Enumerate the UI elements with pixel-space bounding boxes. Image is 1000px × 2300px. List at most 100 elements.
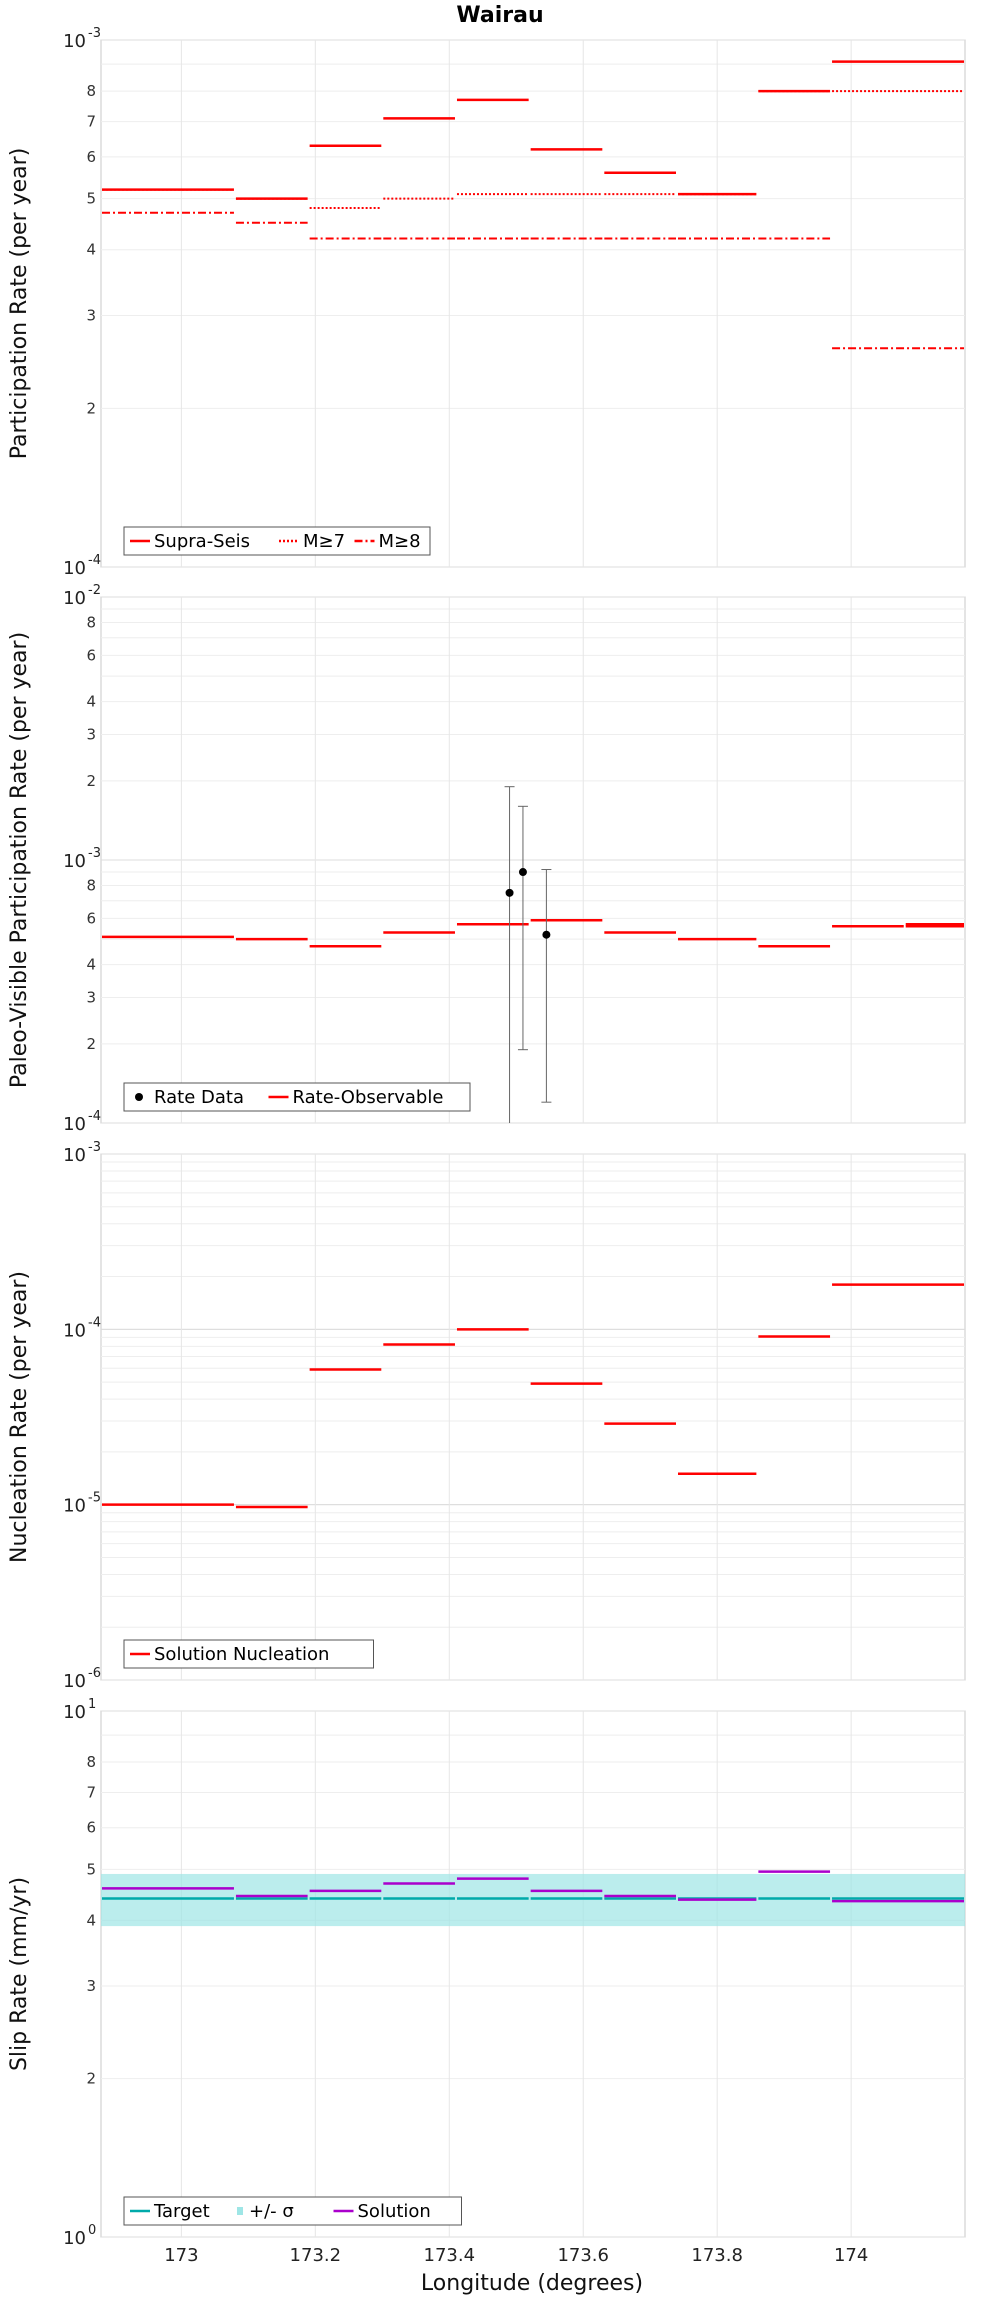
series-m-7 xyxy=(102,90,964,209)
legend-box xyxy=(123,1639,374,1669)
y-minor-tick-label: 3 xyxy=(86,726,96,744)
y-tick-label: 10 xyxy=(63,31,86,52)
y-tick-label: 10 xyxy=(63,1114,86,1135)
x-tick-label: 173 xyxy=(164,2245,198,2266)
y-minor-tick-label: 4 xyxy=(86,1911,96,1929)
y-tick-exponent: 0 xyxy=(88,2223,96,2238)
legend: Supra-Seis M≥7 M≥8 xyxy=(123,526,431,556)
y-tick-exponent: -6 xyxy=(88,1666,101,1681)
y-minor-tick-label: 8 xyxy=(86,82,96,100)
y-minor-tick-label: 8 xyxy=(86,613,96,631)
data-point xyxy=(505,888,514,897)
series-solution-nucleation xyxy=(102,1283,964,1509)
y-tick-label: 10 xyxy=(63,1702,86,1723)
legend-label: Solution Nucleation xyxy=(154,1644,329,1665)
y-tick-label: 10 xyxy=(63,1320,86,1341)
legend-label: M≥7 xyxy=(303,531,345,552)
legend-marker xyxy=(237,2207,243,2215)
legend-label: Supra-Seis xyxy=(154,531,250,552)
y-tick-label: 10 xyxy=(63,558,86,579)
legend-box xyxy=(123,526,431,556)
y-minor-tick-label: 6 xyxy=(86,909,96,927)
grid xyxy=(101,39,965,568)
y-tick-exponent: -3 xyxy=(88,26,101,41)
y-tick-exponent: -3 xyxy=(88,846,101,861)
y-tick-exponent: -4 xyxy=(88,1109,101,1124)
chart-title: Wairau xyxy=(456,3,543,28)
legend-label: M≥8 xyxy=(379,531,421,552)
y-axis-label: Nucleation Rate (per year) xyxy=(7,1271,32,1563)
y-minor-tick-label: 3 xyxy=(86,989,96,1007)
y-minor-tick-label: 6 xyxy=(86,1819,96,1837)
y-tick-exponent: -5 xyxy=(88,1491,101,1506)
sigma-band xyxy=(101,1873,965,1927)
y-minor-tick-label: 5 xyxy=(86,1860,96,1878)
data-point xyxy=(542,930,551,939)
y-minor-tick-label: 3 xyxy=(86,307,96,325)
x-axis-label: Longitude (degrees) xyxy=(421,2271,643,2296)
y-tick-label: 10 xyxy=(63,1671,86,1692)
y-axis-label: Paleo-Visible Participation Rate (per ye… xyxy=(7,632,32,1088)
y-tick-exponent: 1 xyxy=(88,1697,96,1712)
y-minor-tick-label: 3 xyxy=(86,1977,96,1995)
panel-2: Paleo-Visible Participation Rate (per ye… xyxy=(7,583,966,1135)
y-tick-exponent: -4 xyxy=(88,1315,101,1330)
panels: Participation Rate (per year)10 -310 -4876… xyxy=(7,26,966,2266)
y-minor-tick-label: 7 xyxy=(86,1783,96,1801)
plot-area xyxy=(100,39,966,568)
legend: Target +/- σ Solution xyxy=(123,2196,462,2226)
legend-box xyxy=(123,2196,462,2226)
series-m-8 xyxy=(102,211,964,350)
y-minor-tick-label: 6 xyxy=(86,148,96,166)
y-tick-label: 10 xyxy=(63,588,86,609)
y-minor-tick-label: 4 xyxy=(86,956,96,974)
y-tick-label: 10 xyxy=(63,1496,86,1517)
y-tick-label: 10 xyxy=(63,851,86,872)
legend-label: Rate Data xyxy=(154,1087,244,1108)
y-minor-tick-label: 2 xyxy=(86,1035,96,1053)
y-minor-tick-label: 2 xyxy=(86,772,96,790)
y-tick-label: 10 xyxy=(63,1145,86,1166)
plot-area xyxy=(100,1710,966,2238)
grid xyxy=(101,1153,965,1681)
panel-3: Nucleation Rate (per year)10 -310 -610 -410… xyxy=(7,1140,966,1692)
y-minor-tick-label: 4 xyxy=(86,241,96,259)
legend-label: Target xyxy=(153,2201,210,2222)
grid xyxy=(101,596,965,1124)
y-minor-tick-label: 6 xyxy=(86,646,96,664)
y-tick-exponent: -3 xyxy=(88,1140,101,1155)
plot-area xyxy=(100,1153,966,1681)
y-minor-tick-label: 8 xyxy=(86,1753,96,1771)
x-tick-label: 173.4 xyxy=(424,2245,476,2266)
y-minor-tick-label: 2 xyxy=(86,2070,96,2088)
x-tick-label: 173.2 xyxy=(290,2245,342,2266)
legend-label: Rate-Observable xyxy=(293,1087,444,1108)
y-axis-label: Participation Rate (per year) xyxy=(7,148,32,460)
legend-marker xyxy=(135,1093,143,1101)
y-minor-tick-label: 7 xyxy=(86,113,96,131)
x-tick-label: 174 xyxy=(834,2245,868,2266)
panel-1: Participation Rate (per year)10 -310 -4876… xyxy=(7,26,966,579)
y-tick-exponent: -2 xyxy=(88,583,101,598)
legend-label: +/- σ xyxy=(249,2201,294,2222)
series-solution xyxy=(102,1870,964,1903)
y-tick-label: 10 xyxy=(63,2228,86,2249)
legend-box xyxy=(123,1082,471,1112)
y-minor-tick-label: 2 xyxy=(86,399,96,417)
y-minor-tick-label: 4 xyxy=(86,693,96,711)
legend-label: Solution xyxy=(358,2201,431,2222)
y-axis-label: Slip Rate (mm/yr) xyxy=(7,1877,32,2071)
series-rate-observable xyxy=(102,919,964,948)
y-minor-tick-label: 5 xyxy=(86,190,96,208)
legend: Solution Nucleation xyxy=(123,1639,374,1669)
x-tick-label: 173.6 xyxy=(557,2245,609,2266)
grid xyxy=(101,1710,965,2238)
x-tick-label: 173.8 xyxy=(691,2245,743,2266)
legend: Rate Data Rate-Observable xyxy=(123,1082,471,1112)
y-minor-tick-label: 8 xyxy=(86,876,96,894)
series-rate-data xyxy=(504,786,552,1123)
y-tick-exponent: -4 xyxy=(88,553,101,568)
data-point xyxy=(518,868,527,877)
